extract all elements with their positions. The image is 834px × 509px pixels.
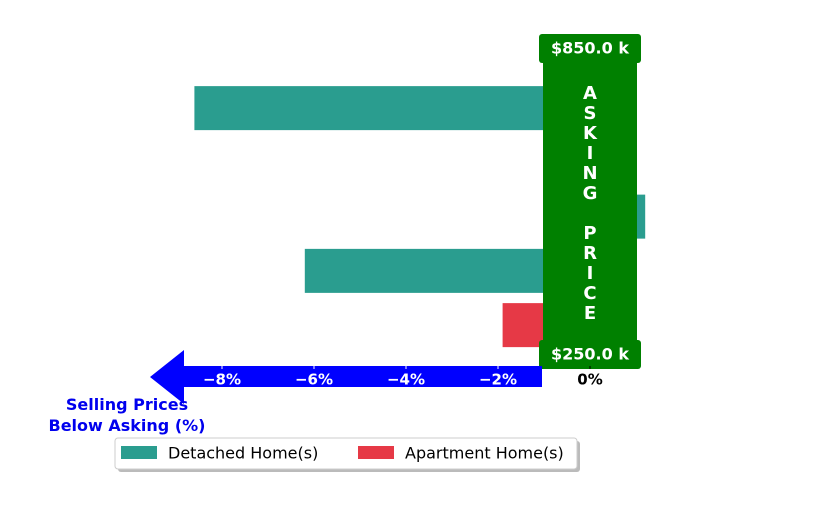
legend-swatch — [121, 446, 157, 459]
x-axis-label: Selling Prices Below Asking (%) — [49, 395, 206, 435]
asking-band — [543, 62, 637, 344]
bar — [304, 248, 590, 293]
price-box — [539, 340, 641, 369]
x-tick-label: −6% — [295, 371, 333, 389]
legend-label: Detached Home(s) — [168, 444, 318, 463]
bar — [194, 86, 590, 131]
legend-label: Apartment Home(s) — [405, 444, 564, 463]
price-box — [539, 34, 641, 63]
x-tick-label: −4% — [387, 371, 425, 389]
legend-box — [114, 437, 578, 470]
axis-arrow — [150, 350, 542, 404]
x-tick-label: −2% — [479, 371, 517, 389]
legend: Detached Home(s) Apartment Home(s) — [114, 437, 580, 472]
price-label: $850.0 k — [551, 39, 629, 58]
legend-swatch — [358, 446, 394, 459]
x-tick-label: 0% — [577, 371, 602, 389]
price-label: $250.0 k — [551, 345, 629, 364]
x-tick-label: −8% — [203, 371, 241, 389]
